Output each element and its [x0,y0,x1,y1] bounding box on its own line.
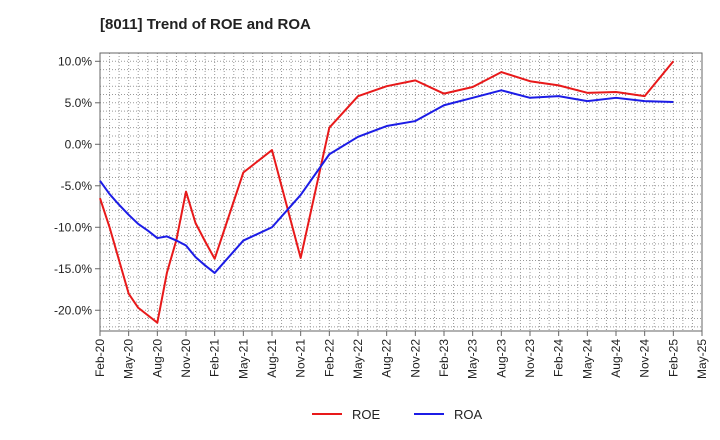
series-line-roe [99,60,675,324]
y-tick-label: 5.0% [65,96,93,110]
x-tick-label: Aug-24 [609,339,623,378]
y-tick-label: -15.0% [54,262,92,276]
x-tick-label: Nov-20 [179,339,193,378]
grid [100,52,702,331]
x-tick-label: Nov-24 [638,339,652,378]
chart-title: [8011] Trend of ROE and ROA [100,16,311,33]
y-tick-label: -20.0% [54,303,92,317]
x-tick-label: Nov-23 [523,339,537,378]
x-tick-label: Aug-23 [494,339,508,378]
x-tick-label: May-23 [466,339,480,379]
x-tick-label: May-25 [695,339,709,379]
y-axis: 10.0% 5.0% 0.0% -5.0% -10.0% -15.0% -20.0% [54,54,100,317]
plot-frame [99,52,703,332]
x-tick-label: May-22 [351,339,365,379]
series-line-roa [99,89,674,274]
x-tick-label: Nov-22 [408,339,422,378]
legend: ROE ROA [312,407,483,422]
x-tick-label: Feb-22 [322,339,336,377]
x-tick-label: Feb-24 [552,339,566,377]
y-tick-label: -5.0% [61,179,93,193]
x-tick-label: Aug-22 [380,339,394,378]
x-tick-label: Feb-23 [437,339,451,377]
x-tick-label: Feb-25 [666,339,680,377]
x-tick-label: May-21 [236,339,250,379]
x-tick-label: Aug-21 [265,339,279,378]
legend-label-roa: ROA [454,407,483,422]
x-tick-label: May-20 [122,339,136,379]
x-tick-label: Nov-21 [294,339,308,378]
x-tick-label: Feb-20 [93,339,107,377]
legend-label-roe: ROE [352,407,381,422]
x-tick-label: Aug-20 [150,339,164,378]
y-tick-label: 0.0% [65,137,93,151]
x-tick-label: May-24 [580,339,594,379]
series-lines [99,60,675,324]
x-axis: Feb-20 May-20 Aug-20 Nov-20 Feb-21 May-21 Aug-… [93,331,709,379]
y-tick-label: 10.0% [58,54,92,68]
x-tick-label: Feb-21 [208,339,222,377]
y-tick-label: -10.0% [54,220,92,234]
